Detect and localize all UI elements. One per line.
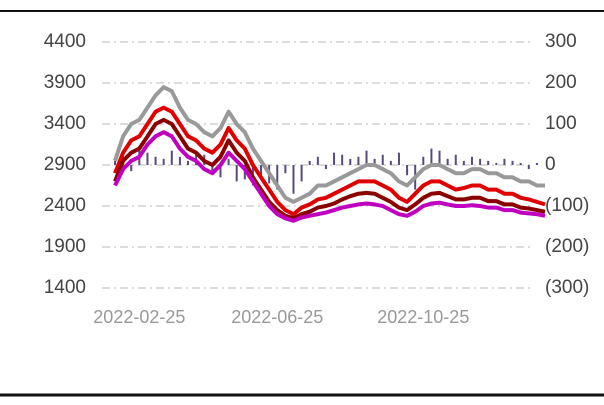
bar bbox=[211, 165, 214, 174]
bar bbox=[381, 154, 384, 165]
bar bbox=[284, 165, 287, 174]
line bbox=[113, 117, 546, 221]
bar bbox=[430, 148, 433, 165]
bar bbox=[470, 156, 473, 165]
bar bbox=[397, 152, 400, 165]
y-tick-label: 4400 bbox=[44, 31, 86, 52]
bar bbox=[454, 154, 457, 165]
bar bbox=[341, 154, 344, 165]
y2-tick-label: (200) bbox=[545, 236, 589, 257]
x-tick-label: 2022-10-25 bbox=[377, 307, 469, 327]
y2-tick-label: 100 bbox=[545, 113, 577, 134]
bar bbox=[260, 165, 263, 178]
y-tick-label: 3900 bbox=[44, 72, 86, 93]
line bbox=[113, 105, 546, 217]
bar bbox=[187, 160, 190, 165]
y-tick-label: 2900 bbox=[44, 154, 86, 175]
bar bbox=[535, 162, 538, 165]
line bbox=[113, 85, 545, 204]
bar bbox=[178, 156, 181, 165]
bar bbox=[114, 160, 116, 165]
bar bbox=[300, 165, 303, 182]
bar bbox=[446, 158, 449, 165]
bar bbox=[422, 156, 425, 165]
bar bbox=[235, 165, 238, 182]
y-tick-label: 2400 bbox=[44, 195, 86, 216]
bar bbox=[479, 158, 482, 165]
bar bbox=[333, 152, 336, 165]
bar bbox=[146, 152, 149, 165]
bar bbox=[324, 165, 327, 170]
y2-tick-label: 0 bbox=[545, 154, 556, 175]
y-tick-label: 3400 bbox=[44, 113, 86, 134]
bar bbox=[373, 158, 376, 165]
y-tick-label: 1400 bbox=[44, 277, 86, 298]
bar bbox=[487, 160, 490, 165]
x-tick-label: 2022-06-25 bbox=[231, 307, 323, 327]
y2-tick-label: (100) bbox=[545, 195, 589, 216]
bar bbox=[316, 156, 319, 165]
bar bbox=[365, 150, 368, 165]
bar bbox=[227, 158, 230, 165]
bar bbox=[503, 158, 506, 165]
bar bbox=[308, 160, 311, 165]
line bbox=[113, 130, 546, 223]
bar bbox=[170, 150, 173, 165]
bar bbox=[292, 165, 295, 194]
bar bbox=[511, 160, 514, 165]
bar bbox=[495, 162, 498, 165]
bar bbox=[130, 165, 133, 172]
bar bbox=[519, 162, 522, 165]
bar bbox=[154, 156, 157, 165]
bar bbox=[462, 160, 465, 165]
y2-tick-label: 300 bbox=[545, 31, 577, 52]
y-tick-label: 1900 bbox=[44, 236, 86, 257]
x-tick-label: 2022-02-25 bbox=[93, 307, 185, 327]
bar bbox=[527, 165, 530, 170]
bar bbox=[438, 150, 441, 165]
bar bbox=[349, 158, 352, 165]
bar bbox=[162, 158, 165, 165]
bar bbox=[389, 160, 392, 165]
bar bbox=[357, 156, 360, 165]
bar bbox=[276, 165, 279, 190]
bar bbox=[406, 165, 409, 176]
y2-tick-label: 200 bbox=[545, 72, 577, 93]
bar bbox=[219, 165, 222, 178]
y2-tick-label: (300) bbox=[545, 277, 589, 298]
